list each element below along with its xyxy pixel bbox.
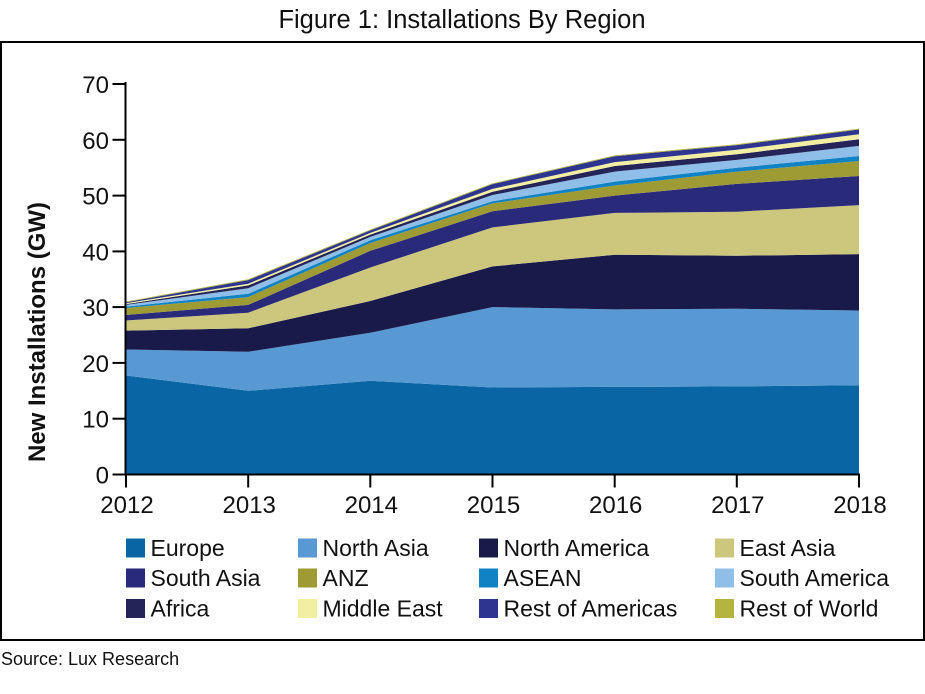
svg-text:ANZ: ANZ — [323, 565, 369, 591]
svg-text:Africa: Africa — [151, 596, 210, 622]
svg-text:East Asia: East Asia — [740, 535, 836, 561]
svg-text:North Asia: North Asia — [323, 535, 429, 561]
svg-text:Rest of World: Rest of World — [740, 596, 879, 622]
svg-text:North America: North America — [504, 535, 650, 561]
svg-text:Europe: Europe — [151, 535, 225, 561]
svg-text:70: 70 — [82, 72, 109, 99]
svg-text:2016: 2016 — [589, 492, 642, 519]
svg-text:South Asia: South Asia — [151, 565, 261, 591]
svg-text:40: 40 — [82, 239, 109, 266]
svg-text:30: 30 — [82, 295, 109, 322]
svg-text:Source: Lux Research: Source: Lux Research — [1, 649, 179, 669]
svg-text:New Installations (GW): New Installations (GW) — [24, 202, 51, 462]
svg-text:Middle East: Middle East — [323, 596, 444, 622]
svg-text:Figure 1: Installations By Reg: Figure 1: Installations By Region — [278, 6, 645, 34]
svg-text:2017: 2017 — [711, 492, 764, 519]
svg-text:2018: 2018 — [833, 492, 886, 519]
svg-text:Rest of Americas: Rest of Americas — [504, 596, 678, 622]
svg-text:2014: 2014 — [345, 492, 398, 519]
svg-text:2013: 2013 — [223, 492, 276, 519]
svg-text:10: 10 — [82, 407, 109, 434]
svg-text:50: 50 — [82, 184, 109, 211]
svg-text:ASEAN: ASEAN — [504, 565, 582, 591]
svg-text:0: 0 — [96, 463, 109, 490]
svg-text:2012: 2012 — [100, 492, 153, 519]
svg-text:60: 60 — [82, 128, 109, 155]
svg-text:South America: South America — [740, 565, 890, 591]
svg-text:2015: 2015 — [467, 492, 520, 519]
svg-text:20: 20 — [82, 351, 109, 378]
